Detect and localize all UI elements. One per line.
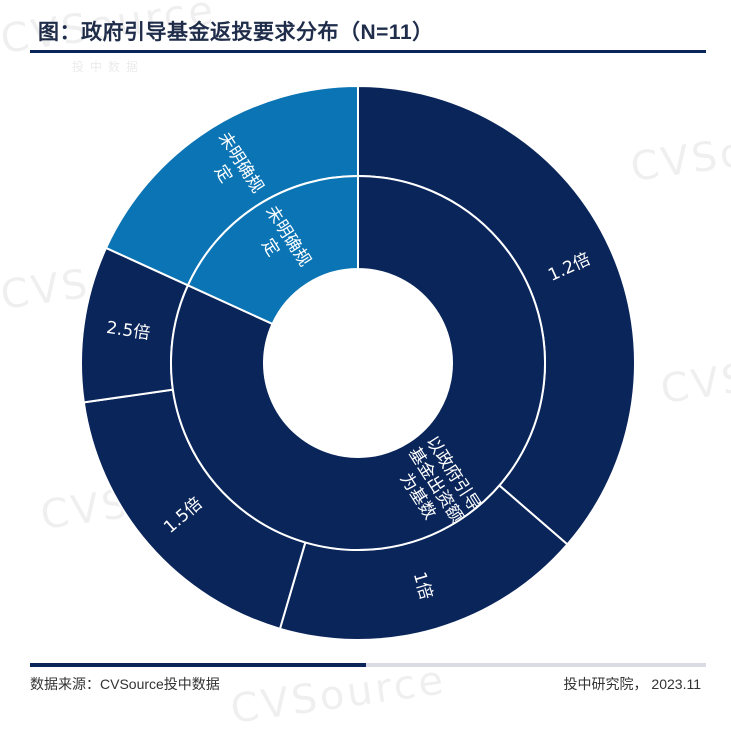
page-title: 图：政府引导基金返投要求分布（N=11） — [38, 21, 434, 44]
footer-rule — [30, 663, 706, 667]
center-hole — [264, 269, 452, 457]
footer-rule-accent — [30, 663, 366, 667]
data-source: 数据来源：CVSource投中数据 — [30, 676, 220, 692]
title-rule — [30, 50, 706, 53]
credit-date: 投中研究院， 2023.11 — [563, 676, 701, 692]
